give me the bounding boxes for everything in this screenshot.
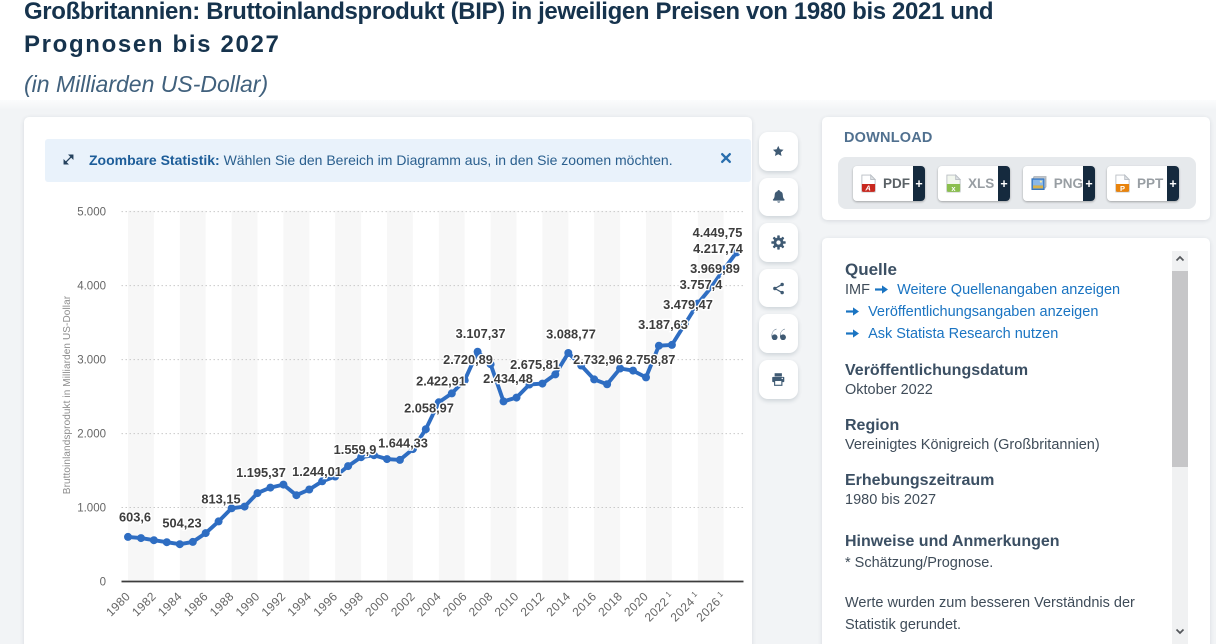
svg-text:2012: 2012 (518, 589, 548, 619)
svg-text:P: P (1120, 184, 1125, 193)
svg-text:2004: 2004 (414, 589, 444, 619)
svg-text:2.732,96: 2.732,96 (573, 352, 623, 367)
svg-text:2016: 2016 (569, 589, 599, 619)
svg-text:1.244,01: 1.244,01 (292, 464, 342, 479)
svg-text:3.757,4: 3.757,4 (680, 277, 724, 292)
svg-text:4.449,75: 4.449,75 (693, 225, 743, 240)
svg-text:2.422,91: 2.422,91 (416, 373, 466, 388)
svg-text:1.195,37: 1.195,37 (236, 465, 286, 480)
svg-text:504,23: 504,23 (162, 516, 201, 531)
svg-text:Bruttoinlandsprodukt in Millia: Bruttoinlandsprodukt in Milliarden US-Do… (62, 295, 73, 494)
svg-text:1988: 1988 (207, 589, 237, 619)
svg-text:2.720,89: 2.720,89 (443, 352, 493, 367)
svg-text:1984: 1984 (155, 589, 185, 619)
svg-text:1998: 1998 (336, 589, 366, 619)
svg-text:3.479,47: 3.479,47 (663, 297, 713, 312)
svg-text:2018: 2018 (595, 589, 625, 619)
svg-text:3.187,63: 3.187,63 (638, 317, 688, 332)
svg-text:1980: 1980 (103, 589, 133, 619)
svg-text:0: 0 (100, 577, 106, 589)
svg-text:4.217,74: 4.217,74 (693, 241, 744, 256)
svg-text:3.969,89: 3.969,89 (690, 261, 740, 276)
svg-text:1992: 1992 (259, 589, 289, 619)
svg-text:2.058,97: 2.058,97 (404, 401, 454, 416)
svg-text:1.000: 1.000 (77, 503, 106, 515)
svg-text:2.675,81: 2.675,81 (510, 357, 560, 372)
svg-text:2.758,87: 2.758,87 (626, 352, 676, 367)
svg-text:x: x (951, 184, 956, 193)
svg-text:5.000: 5.000 (77, 207, 106, 219)
svg-text:1996: 1996 (310, 589, 340, 619)
svg-text:1982: 1982 (129, 589, 159, 619)
svg-text:2.000: 2.000 (77, 429, 106, 441)
svg-text:1990: 1990 (233, 589, 263, 619)
svg-text:2010: 2010 (492, 589, 522, 619)
svg-text:603,6: 603,6 (119, 510, 151, 525)
svg-text:3.088,77: 3.088,77 (546, 327, 596, 342)
svg-text:1986: 1986 (181, 589, 211, 619)
svg-text:1.644,33: 1.644,33 (378, 436, 428, 451)
svg-text:3.107,37: 3.107,37 (456, 326, 506, 341)
svg-text:4.000: 4.000 (77, 281, 106, 293)
svg-text:2.434,48: 2.434,48 (483, 371, 533, 386)
svg-text:2006: 2006 (440, 589, 470, 619)
svg-text:2002: 2002 (388, 589, 418, 619)
svg-text:1.559,9: 1.559,9 (334, 442, 377, 457)
svg-text:2026 1: 2026 1 (693, 589, 728, 624)
svg-text:2014: 2014 (544, 589, 574, 619)
svg-text:2008: 2008 (466, 589, 496, 619)
svg-text:1994: 1994 (285, 589, 315, 619)
svg-text:A: A (864, 184, 870, 193)
svg-text:2000: 2000 (362, 589, 392, 619)
svg-text:3.000: 3.000 (77, 355, 106, 367)
svg-text:813,15: 813,15 (201, 492, 240, 507)
